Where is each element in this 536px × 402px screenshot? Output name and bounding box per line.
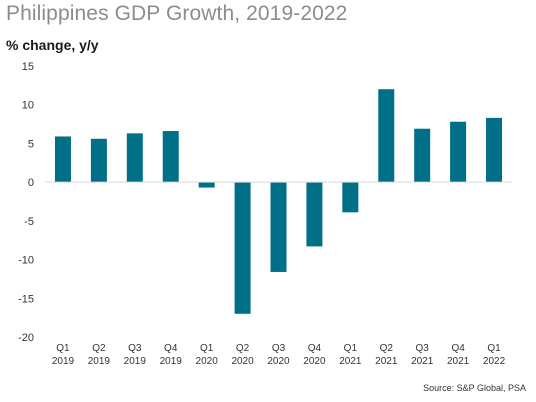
x-tick-label-year: 2021 [375, 356, 398, 367]
x-tick-label-quarter: Q1 [344, 343, 358, 354]
y-tick-label: 10 [22, 100, 34, 112]
x-tick-label-year: 2021 [447, 356, 470, 367]
y-tick-label: 15 [22, 61, 34, 73]
x-tick-label-quarter: Q4 [164, 343, 178, 354]
x-tick-label-year: 2020 [196, 356, 219, 367]
x-tick-label-quarter: Q3 [272, 343, 286, 354]
x-tick-label-year: 2020 [231, 356, 254, 367]
x-tick-label-year: 2019 [160, 356, 183, 367]
bar [162, 131, 179, 183]
x-tick-label-year: 2021 [339, 356, 362, 367]
x-tick-label-quarter: Q2 [380, 343, 394, 354]
x-tick-label-year: 2019 [52, 356, 75, 367]
x-tick-label-year: 2019 [88, 356, 111, 367]
bar [90, 138, 107, 183]
bar [378, 89, 395, 183]
y-tick-label: -15 [18, 293, 34, 305]
x-tick-label-quarter: Q4 [308, 343, 322, 354]
x-tick-label-quarter: Q2 [92, 343, 106, 354]
x-tick-label-quarter: Q1 [200, 343, 214, 354]
x-tick-label-year: 2019 [124, 356, 147, 367]
y-tick-label: -5 [24, 216, 34, 228]
x-tick-label-quarter: Q3 [416, 343, 430, 354]
x-tick-label-quarter: Q1 [56, 343, 70, 354]
y-axis-ticks: 15 10 5 0 -5 -10 -15 -20 [18, 61, 34, 344]
y-tick-label: -20 [18, 332, 34, 344]
bar [414, 128, 431, 183]
bar [342, 182, 359, 213]
y-axis-label: % change, y/y [6, 37, 99, 53]
x-axis-labels: Q1 2019 Q2 2019 Q3 2019 Q4 2019 Q1 2020 Q2 2020 Q3 20… [52, 343, 506, 367]
bar [126, 133, 143, 183]
x-tick-label-quarter: Q2 [236, 343, 250, 354]
bar [234, 182, 251, 314]
source-note: Source: S&P Global, PSA [423, 383, 526, 393]
x-tick-label-year: 2020 [303, 356, 326, 367]
x-tick-label-quarter: Q3 [128, 343, 142, 354]
bar [198, 182, 215, 188]
bar [270, 182, 287, 272]
y-tick-label: 5 [28, 138, 34, 150]
bars [54, 89, 503, 314]
x-tick-label-quarter: Q1 [487, 343, 501, 354]
bar [306, 182, 323, 247]
bar [486, 117, 503, 183]
chart-title: Philippines GDP Growth, 2019-2022 [6, 2, 348, 25]
bar [54, 136, 71, 183]
x-tick-label-year: 2021 [411, 356, 434, 367]
x-tick-label-quarter: Q4 [451, 343, 465, 354]
bar [450, 121, 467, 183]
x-tick-label-year: 2022 [483, 356, 506, 367]
x-tick-label-year: 2020 [267, 356, 290, 367]
y-tick-label: -10 [18, 255, 34, 267]
y-tick-label: 0 [28, 177, 34, 189]
